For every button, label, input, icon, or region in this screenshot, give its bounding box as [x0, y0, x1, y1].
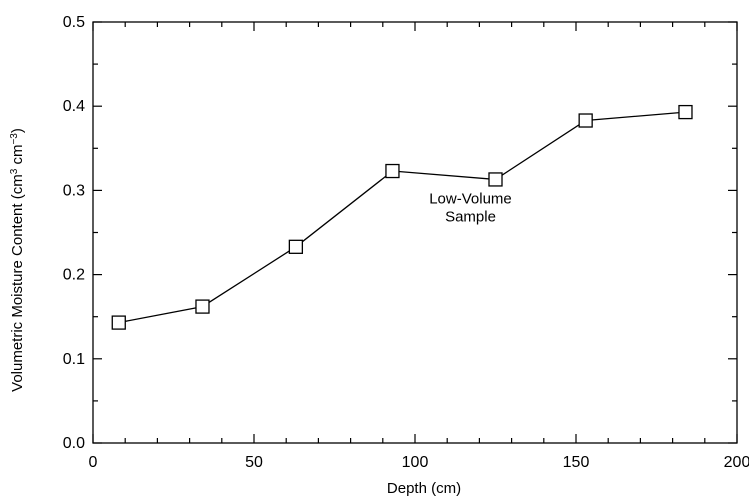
- y-tick-label: 0.5: [63, 14, 85, 31]
- data-point: [578, 113, 593, 128]
- data-point: [195, 299, 210, 314]
- y-tick-label: 0.1: [63, 351, 85, 368]
- x-tick-label: 50: [245, 454, 263, 471]
- x-axis-title: Depth (cm): [387, 480, 461, 497]
- y-tick-label: 0.4: [63, 98, 85, 115]
- data-point: [385, 163, 400, 179]
- y-axis-title-superscript: −3: [9, 133, 20, 145]
- annotation-label: Low-Volume: [429, 190, 512, 207]
- y-tick-label: 0.3: [63, 182, 85, 199]
- data-point: [678, 104, 693, 120]
- x-tick-label: 150: [563, 454, 590, 471]
- plot-frame: [92, 21, 738, 444]
- y-tick-label: 0.0: [63, 435, 85, 452]
- data-point: [488, 172, 503, 187]
- x-tick-label: 0: [89, 454, 98, 471]
- y-axis-title-part: Volumetric Moisture Content (cm: [9, 174, 26, 392]
- data-point: [111, 315, 126, 330]
- y-axis-title: Volumetric Moisture Content (cm3 cm−3): [9, 128, 27, 392]
- y-tick-label: 0.2: [63, 267, 85, 284]
- y-axis-title-part: ): [9, 128, 26, 133]
- plot-layer: 0 50 100 150 200 0.0 0.1 0.2 0.3 0.4 0.5 Low-Volume…: [63, 14, 749, 471]
- x-tick-label: 100: [402, 454, 429, 471]
- series-line: [118, 111, 686, 324]
- annotation-label: Sample: [445, 208, 496, 225]
- y-axis-title-superscript: 3: [9, 168, 20, 174]
- x-tick-label: 200: [724, 454, 749, 471]
- data-point: [288, 239, 304, 254]
- y-axis-title-part: cm: [9, 145, 26, 169]
